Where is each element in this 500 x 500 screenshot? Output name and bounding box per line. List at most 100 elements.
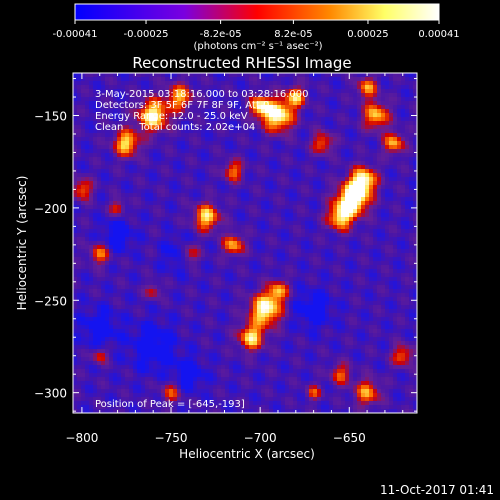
heatmap-cell — [197, 245, 201, 249]
heatmap-cell — [193, 273, 197, 277]
heatmap-cell — [129, 73, 133, 77]
heatmap-cell — [201, 133, 205, 137]
heatmap-cell — [201, 305, 205, 309]
heatmap-cell — [273, 217, 277, 221]
heatmap-cell — [225, 233, 229, 237]
heatmap-cell — [261, 217, 265, 221]
heatmap-cell — [205, 125, 209, 129]
heatmap-cell — [273, 273, 277, 277]
heatmap-cell — [77, 277, 81, 281]
heatmap-cell — [249, 205, 253, 209]
heatmap-cell — [277, 365, 281, 369]
heatmap-cell — [97, 173, 101, 177]
heatmap-cell — [185, 149, 189, 153]
heatmap-cell — [85, 201, 89, 205]
heatmap-cell — [73, 249, 77, 253]
heatmap-cell — [149, 405, 153, 409]
heatmap-cell — [125, 221, 129, 225]
heatmap-cell — [273, 361, 277, 365]
heatmap-cell — [101, 129, 105, 133]
heatmap-cell — [89, 309, 93, 313]
heatmap-cell — [269, 181, 273, 185]
heatmap-cell — [89, 161, 93, 165]
heatmap-cell — [97, 97, 101, 101]
heatmap-cell — [121, 77, 125, 81]
heatmap-cell — [197, 349, 201, 353]
heatmap-cell — [305, 85, 309, 89]
heatmap-cell — [285, 313, 289, 317]
heatmap-cell — [301, 285, 305, 289]
heatmap-cell — [297, 217, 301, 221]
heatmap-cell — [189, 341, 193, 345]
heatmap-cell — [245, 373, 249, 377]
heatmap-cell — [193, 381, 197, 385]
heatmap-cell — [209, 345, 213, 349]
heatmap-cell — [301, 165, 305, 169]
heatmap-cell — [225, 273, 229, 277]
heatmap-cell — [285, 249, 289, 253]
heatmap-cell — [237, 393, 241, 397]
heatmap-cell — [141, 209, 145, 213]
heatmap-cell — [205, 133, 209, 137]
heatmap-cell — [133, 313, 137, 317]
heatmap-cell — [89, 321, 93, 325]
heatmap-cell — [205, 273, 209, 277]
heatmap-cell — [281, 277, 285, 281]
heatmap-cell — [165, 217, 169, 221]
heatmap-cell — [125, 349, 129, 353]
heatmap-cell — [81, 233, 85, 237]
heatmap-cell — [213, 233, 217, 237]
heatmap-cell — [209, 381, 213, 385]
heatmap-cell — [193, 85, 197, 89]
heatmap-cell — [185, 377, 189, 381]
heatmap-cell — [241, 181, 245, 185]
heatmap-cell — [185, 317, 189, 321]
heatmap-cell — [293, 125, 297, 129]
heatmap-cell — [105, 341, 109, 345]
heatmap-cell — [301, 345, 305, 349]
heatmap-cell — [265, 221, 269, 225]
heatmap-cell — [85, 377, 89, 381]
heatmap-cell — [89, 141, 93, 145]
heatmap-cell — [165, 325, 169, 329]
heatmap-cell — [109, 237, 113, 241]
heatmap-cell — [225, 153, 229, 157]
heatmap-cell — [277, 101, 281, 105]
heatmap-cell — [125, 97, 129, 101]
heatmap-cell — [301, 105, 305, 109]
heatmap-cell — [241, 205, 245, 209]
heatmap-cell — [141, 145, 145, 149]
heatmap-cell — [77, 289, 81, 293]
heatmap-cell — [205, 213, 209, 217]
heatmap-cell — [97, 313, 101, 317]
heatmap-cell — [277, 77, 281, 81]
heatmap-cell — [197, 193, 201, 197]
heatmap-cell — [249, 101, 253, 105]
heatmap-cell — [273, 125, 277, 129]
heatmap-cell — [105, 297, 109, 301]
heatmap-cell — [173, 309, 177, 313]
heatmap-cell — [277, 193, 281, 197]
heatmap-cell — [205, 85, 209, 89]
heatmap-cell — [249, 125, 253, 129]
heatmap-cell — [177, 173, 181, 177]
heatmap-cell — [293, 89, 297, 93]
heatmap-cell — [113, 261, 117, 265]
heatmap-cell — [273, 149, 277, 153]
heatmap-cell — [113, 121, 117, 125]
heatmap-cell — [121, 257, 125, 261]
heatmap-cell — [145, 121, 149, 125]
heatmap-cell — [169, 169, 173, 173]
heatmap-cell — [237, 389, 241, 393]
heatmap-cell — [221, 245, 225, 249]
heatmap-cell — [289, 81, 293, 85]
heatmap-cell — [213, 293, 217, 297]
heatmap-cell — [149, 149, 153, 153]
heatmap-cell — [305, 109, 309, 113]
heatmap-cell — [157, 293, 161, 297]
heatmap-cell — [285, 213, 289, 217]
heatmap-cell — [93, 113, 97, 117]
heatmap-cell — [145, 133, 149, 137]
heatmap-cell — [85, 189, 89, 193]
heatmap-cell — [197, 209, 201, 213]
